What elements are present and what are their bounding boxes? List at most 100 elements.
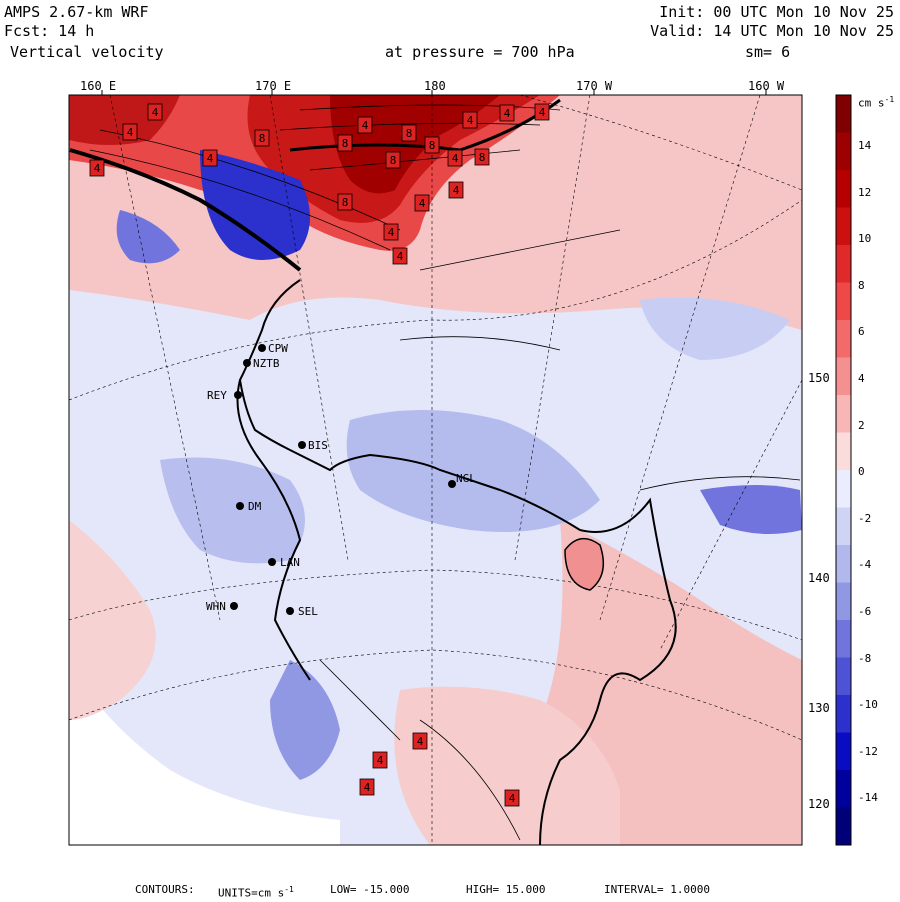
colorbar-tick-label: -10 [858, 698, 878, 712]
colorbar-tick-label: 10 [858, 232, 872, 246]
svg-text:8: 8 [406, 127, 413, 140]
contour-value-label: 4 [499, 104, 515, 122]
colorbar-tick-label: 2 [858, 418, 865, 432]
station-cpw [258, 344, 266, 352]
colorbar-tick-label: 6 [858, 325, 865, 339]
lon-label-130w: 130 W [808, 701, 845, 715]
top-ticks [101, 90, 767, 95]
svg-text:4: 4 [364, 781, 371, 794]
colorbar-tick-label: 8 [858, 278, 865, 292]
coastline-transantarctic [236, 379, 311, 681]
contour-value-label: 8 [385, 151, 401, 169]
svg-text:4: 4 [452, 152, 459, 165]
station-dm [236, 502, 244, 510]
station-lan [268, 558, 276, 566]
svg-text:4: 4 [453, 184, 460, 197]
colorbar-segment [836, 170, 851, 208]
contour-value-label: 8 [337, 134, 353, 152]
footer-interval: INTERVAL= 1.0000 [604, 883, 710, 896]
contour-value-label: 4 [447, 149, 463, 167]
contour-lines [89, 104, 801, 841]
positive-region-south [394, 686, 620, 845]
contour-value-label: 4 [202, 149, 218, 167]
colorbar-tick-label: -8 [858, 651, 872, 665]
contour-value-label: 4 [392, 247, 408, 265]
colorbar-tick-label: -4 [858, 558, 872, 572]
footer-contours: CONTOURS: [135, 883, 195, 896]
plot-frame [68, 94, 803, 846]
colorbar-segment [836, 282, 851, 321]
colorbar-segment [836, 245, 851, 283]
colorbar-segment [836, 132, 851, 171]
lon-label-160w: 160 W [748, 79, 785, 93]
svg-text:4: 4 [504, 107, 511, 120]
contour-value-label: 4 [372, 751, 388, 769]
lon-label-140w: 140 W [808, 571, 845, 585]
descent-patch-south [270, 660, 340, 780]
descent-region-west [160, 457, 305, 564]
station-ngl [448, 480, 456, 488]
descent-patch-east [700, 485, 802, 534]
colorbar-frame [835, 94, 852, 846]
positive-region-west [69, 520, 156, 720]
lon-label-160e: 160 E [80, 79, 117, 93]
station-label: REY [207, 389, 227, 402]
station-whn [230, 602, 238, 610]
station-label: DM [248, 500, 262, 513]
colorbar-segment [836, 620, 851, 658]
svg-text:4: 4 [127, 126, 134, 139]
colorbar [836, 95, 851, 846]
contour-value-label: 4 [357, 116, 373, 134]
station-label: WHN [206, 600, 226, 613]
descent-region-central [346, 410, 600, 532]
colorbar-segment [836, 582, 851, 621]
colorbar-tick-label: -6 [858, 605, 872, 618]
lon-label-170w: 170 W [576, 79, 613, 93]
station-label: BIS [308, 439, 328, 452]
colorbar-segment [836, 395, 851, 433]
colorbar-tick-label: 14 [858, 139, 872, 152]
svg-text:8: 8 [429, 139, 436, 152]
contour-value-label: 4 [147, 103, 163, 121]
lon-label-150w: 150 W [808, 371, 845, 385]
colorbar-segment [836, 207, 851, 246]
lon-label-170e: 170 E [255, 79, 292, 93]
colorbar-units: cm s-1 [858, 95, 895, 110]
svg-text:4: 4 [397, 250, 404, 263]
contour-value-label: 8 [474, 148, 490, 166]
contour-value-label: 8 [254, 129, 270, 147]
contour-value-label: 4 [504, 789, 520, 807]
strong-ascent-peak [330, 95, 500, 194]
svg-text:4: 4 [388, 226, 395, 239]
field-name: Vertical velocity [10, 43, 164, 61]
colorbar-tick-label: -12 [858, 744, 878, 758]
contour-value-label: 4 [383, 223, 399, 241]
descent-patch-northeast [640, 297, 790, 360]
contour-value-label: 4 [448, 181, 464, 199]
lon-label-120w: 120 W [808, 797, 845, 811]
lon-label-180: 180 [424, 79, 446, 93]
contour-value-label: 8 [401, 124, 417, 142]
station-label: LAN [280, 556, 300, 569]
svg-text:8: 8 [342, 137, 349, 150]
contour-value-label: 8 [424, 136, 440, 154]
colorbar-segment [836, 95, 851, 133]
svg-text:4: 4 [417, 735, 424, 748]
svg-text:4: 4 [94, 162, 101, 175]
pressure-level: at pressure = 700 hPa [385, 43, 575, 61]
colorbar-segment [836, 732, 851, 771]
svg-text:8: 8 [342, 196, 349, 209]
colorbar-segment [836, 657, 851, 696]
svg-text:8: 8 [259, 132, 266, 145]
descent-patch-west [116, 210, 180, 264]
coastline [238, 279, 677, 845]
colorbar-segment [836, 770, 851, 808]
station-sel [286, 607, 294, 615]
colorbar-segment [836, 320, 851, 358]
model-title: AMPS 2.67-km WRF [4, 3, 149, 21]
station-bis [298, 441, 306, 449]
colorbar-tick-label: -14 [858, 791, 878, 805]
colorbar-tick-label: 0 [858, 465, 865, 479]
contour-value-label: 8 [337, 193, 353, 211]
